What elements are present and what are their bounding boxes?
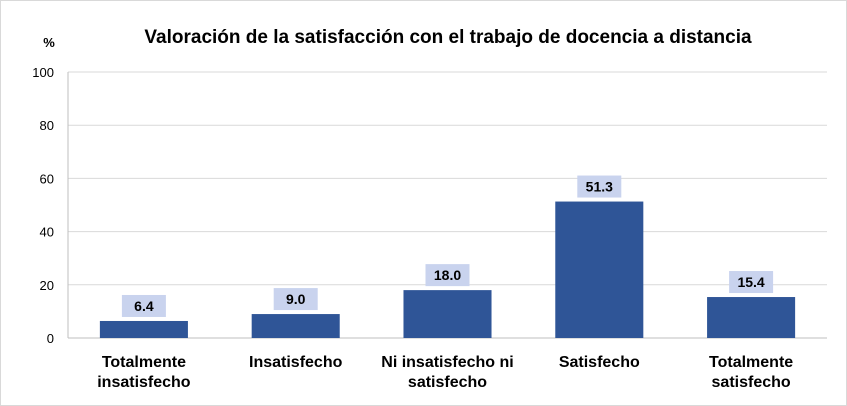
- chart-title: Valoración de la satisfacción con el tra…: [144, 27, 752, 48]
- y-axis-label: %: [43, 35, 55, 50]
- bars: [99, 201, 796, 338]
- gridlines: [68, 71, 827, 286]
- y-tick-label: 100: [32, 65, 54, 80]
- data-labels: 6.4 9.0 18.0 51.3 15.4: [121, 175, 774, 317]
- x-tick-labels: Totalmente insatisfecho Insatisfecho Ni ins…: [97, 354, 793, 391]
- x-tick-label: Ni insatisfecho ni satisfecho: [381, 354, 513, 391]
- bar: [707, 297, 796, 338]
- bar: [99, 320, 188, 338]
- x-tick-label: Totalmente satisfecho: [709, 354, 793, 391]
- bar: [251, 314, 340, 338]
- data-label-background: [425, 264, 470, 287]
- y-tick-label: 60: [40, 171, 54, 186]
- bar: [555, 201, 644, 338]
- y-tick-label: 80: [40, 118, 54, 133]
- x-tick-label: Satisfecho: [559, 354, 640, 371]
- y-tick-label: 20: [40, 278, 54, 293]
- data-label: 6.4: [134, 298, 154, 314]
- y-tick-labels: 0 20 40 60 80 100: [32, 65, 54, 346]
- data-label-background: [121, 294, 166, 317]
- data-label: 15.4: [737, 274, 764, 290]
- y-tick-label: 0: [47, 331, 54, 346]
- data-label-background: [577, 175, 622, 198]
- x-tick-label: Insatisfecho: [249, 354, 343, 371]
- data-label-background: [273, 288, 318, 311]
- data-label: 51.3: [586, 179, 613, 195]
- y-tick-label: 40: [40, 225, 54, 240]
- data-label-background: [729, 271, 774, 294]
- data-label: 9.0: [286, 291, 306, 307]
- data-label: 18.0: [434, 267, 461, 283]
- bar: [403, 290, 492, 338]
- x-tick-label: Totalmente insatisfecho: [97, 354, 191, 391]
